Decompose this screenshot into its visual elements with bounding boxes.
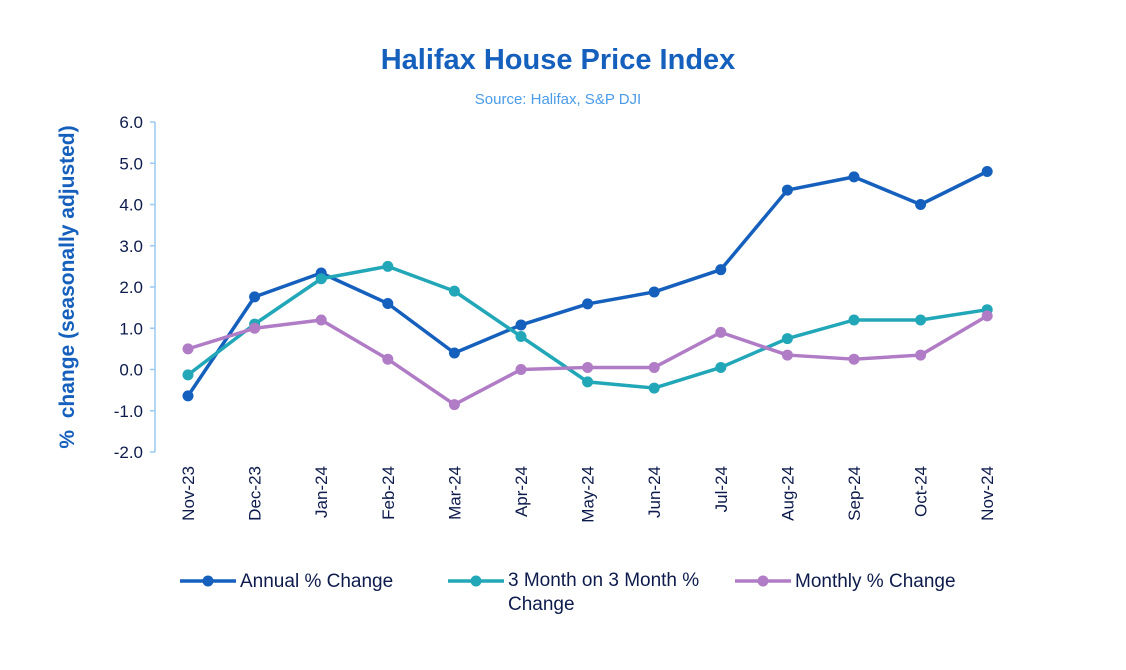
data-point-2: [648, 361, 660, 373]
x-tick-label: Aug-24: [778, 466, 797, 521]
data-point-1: [848, 314, 860, 326]
data-point-1: [448, 285, 460, 297]
y-tick-label: 3.0: [119, 237, 143, 256]
data-point-0: [515, 319, 527, 331]
data-point-2: [249, 322, 261, 334]
x-tick-label: Jan-24: [312, 466, 331, 518]
data-point-2: [848, 353, 860, 365]
data-point-0: [781, 184, 793, 196]
x-tick-label: Jul-24: [712, 466, 731, 512]
y-tick-label: 5.0: [119, 154, 143, 173]
data-point-0: [182, 390, 194, 402]
data-point-2: [515, 364, 527, 375]
x-tick-label: Feb-24: [379, 466, 398, 520]
y-tick-label: 1.0: [119, 319, 143, 338]
data-point-2: [781, 349, 793, 361]
data-point-1: [515, 331, 527, 342]
legend-label: 3 Month on 3 Month % Change: [508, 570, 700, 615]
data-point-2: [981, 310, 993, 322]
data-point-1: [648, 382, 660, 394]
data-point-1: [781, 333, 793, 345]
chart-subtitle: Source: Halifax, S&P DJI: [474, 91, 642, 108]
legend-label: Monthly % Change: [795, 571, 956, 592]
data-point-0: [382, 298, 394, 309]
data-point-2: [448, 399, 460, 411]
data-point-1: [182, 369, 194, 381]
data-point-2: [915, 349, 927, 361]
y-tick-label: 0.0: [119, 361, 143, 380]
y-tick-label: -1.0: [114, 402, 143, 421]
legend-marker-3m: [448, 575, 504, 587]
data-point-1: [315, 273, 327, 285]
legend-item-annual: Annual % Change: [180, 571, 393, 593]
x-tick-label: Nov-23: [179, 466, 198, 521]
data-point-0: [981, 166, 993, 177]
x-tick-label: Jun-24: [645, 466, 664, 518]
data-point-0: [915, 199, 927, 210]
data-point-2: [182, 343, 194, 355]
data-point-0: [249, 291, 261, 303]
data-point-1: [382, 260, 394, 272]
y-tick-label: -2.0: [114, 443, 143, 462]
legend-item-monthly: Monthly % Change: [735, 571, 956, 593]
x-tick-label: Dec-23: [246, 466, 265, 521]
data-point-0: [715, 264, 727, 276]
legend-label: Annual % Change: [240, 571, 394, 592]
x-tick-label: Apr-24: [512, 466, 531, 517]
legend-marker-annual: [180, 575, 236, 587]
data-point-2: [582, 361, 594, 373]
data-point-1: [582, 376, 594, 388]
data-point-0: [648, 286, 660, 298]
data-point-0: [582, 298, 594, 310]
series-line-2: [187, 314, 989, 407]
data-point-2: [715, 326, 727, 338]
x-tick-label: May-24: [579, 466, 598, 523]
data-point-2: [382, 353, 394, 365]
x-tick-label: Oct-24: [912, 466, 931, 517]
x-tick-label: Nov-24: [978, 466, 997, 521]
y-tick-label: 4.0: [119, 196, 143, 215]
legend-item-3m: 3 Month on 3 Month % Change: [448, 570, 718, 617]
data-point-0: [448, 347, 460, 359]
data-point-0: [848, 171, 860, 183]
y-tick-label: 6.0: [119, 113, 143, 132]
chart-title: Halifax House Price Index: [380, 44, 736, 76]
data-point-2: [315, 314, 327, 326]
x-tick-label: Sep-24: [845, 466, 864, 521]
legend-marker-monthly: [735, 575, 791, 587]
data-point-1: [915, 314, 927, 326]
y-tick-label: 2.0: [119, 278, 143, 297]
x-tick-label: Mar-24: [445, 466, 464, 520]
data-point-1: [715, 361, 727, 373]
